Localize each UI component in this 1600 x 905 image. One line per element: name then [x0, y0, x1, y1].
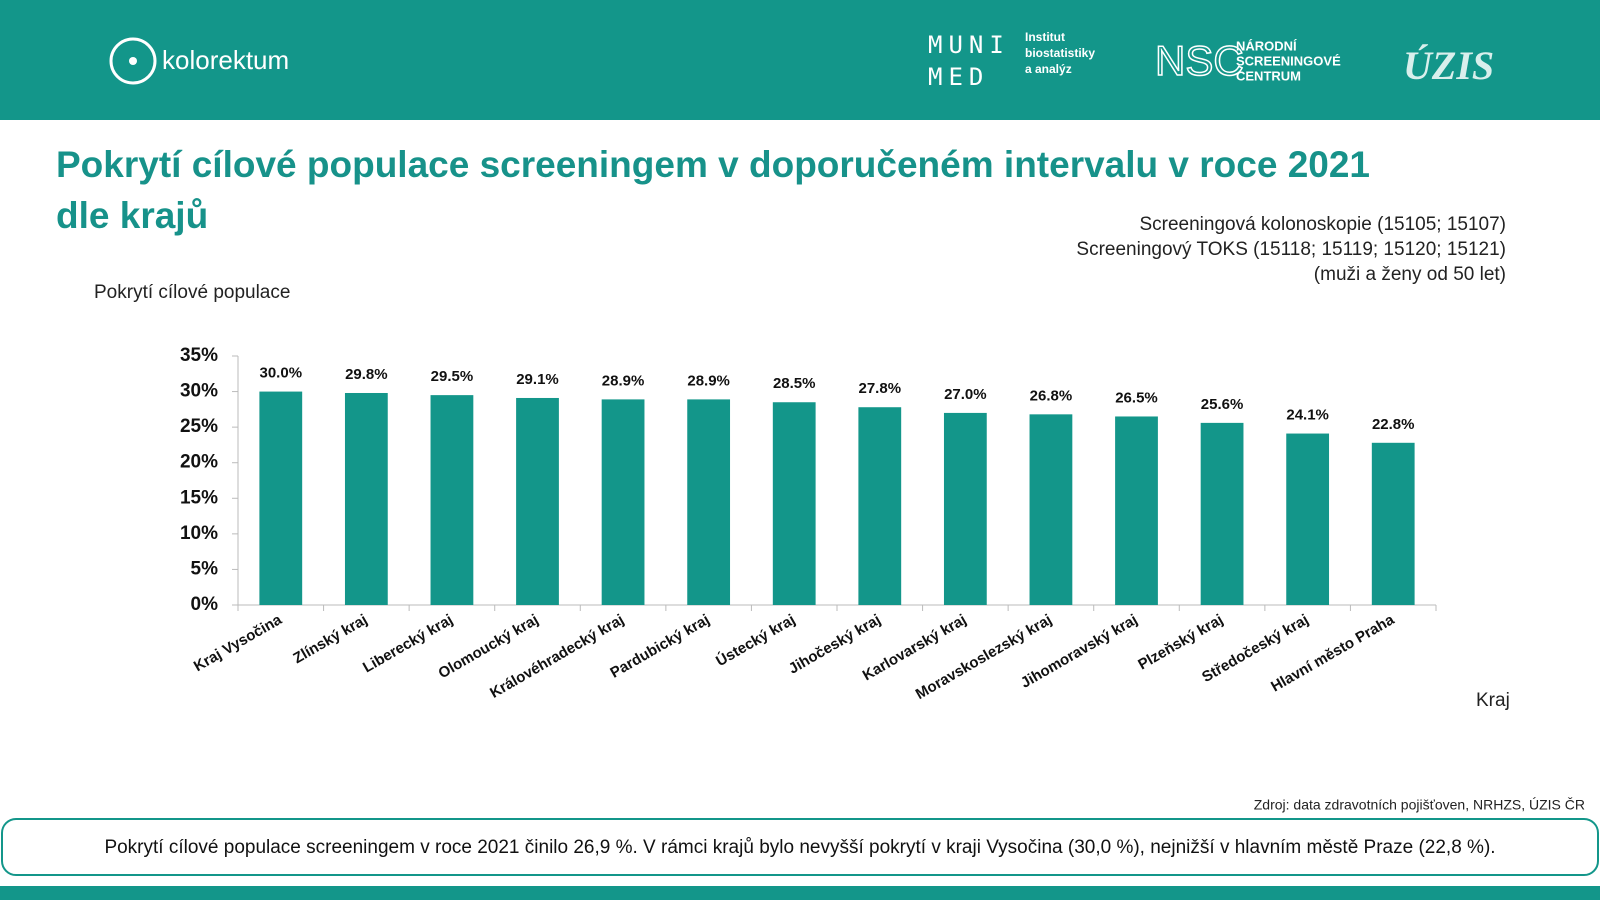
value-label: 28.5%	[773, 375, 816, 392]
value-label: 30.0%	[260, 365, 303, 382]
value-label: 26.5%	[1115, 389, 1158, 406]
note-box	[1, 818, 1599, 876]
source: Zdroj: data zdravotních pojišťoven, NRHZ…	[1254, 797, 1585, 813]
bar	[601, 399, 645, 605]
med-text: MED	[928, 63, 989, 91]
brand-logo	[109, 37, 157, 85]
value-label: 24.1%	[1286, 407, 1329, 424]
bar	[1200, 422, 1244, 605]
uzis-logo: ÚZIS	[1403, 43, 1494, 88]
muni-text: MUNI	[928, 31, 1010, 59]
brand-dot	[129, 57, 137, 65]
x-tick-label: Zlínský kraj	[290, 611, 370, 667]
y-tick-label: 25%	[180, 416, 218, 437]
value-label: 29.5%	[431, 368, 474, 385]
bar	[430, 395, 474, 605]
bar	[858, 407, 902, 605]
bar	[1371, 442, 1415, 605]
brand-name: kolorektum	[162, 45, 289, 75]
y-tick-label: 30%	[180, 381, 218, 402]
note: Pokrytí cílové populace screeningem v ro…	[104, 837, 1495, 858]
bar	[943, 412, 987, 605]
bar	[344, 392, 388, 605]
bar	[516, 397, 559, 605]
bar	[687, 399, 731, 605]
y-tick-label: 20%	[180, 452, 218, 473]
y-tick-label: 0%	[191, 594, 219, 615]
value-label: 27.8%	[859, 380, 902, 397]
value-label: 26.8%	[1030, 387, 1073, 404]
institute-line: Institut	[1025, 30, 1065, 44]
value-label: 27.0%	[944, 386, 987, 403]
institute-line: biostatistiky	[1025, 46, 1095, 60]
subtitle-line: Screeningový TOKS (15118; 15119; 15120; …	[1076, 239, 1506, 260]
bar	[259, 391, 303, 605]
nsc-line: SCREENINGOVÉ	[1236, 53, 1341, 68]
nsc-line: CENTRUM	[1236, 68, 1301, 83]
value-label: 28.9%	[687, 372, 730, 389]
y-tick-label: 5%	[191, 558, 219, 579]
value-label: 22.8%	[1372, 416, 1415, 433]
nsc-mark: NSC	[1155, 37, 1244, 84]
value-label: 29.8%	[345, 366, 388, 383]
x-tick-label: Ústecký kraj	[713, 610, 799, 670]
header-band	[0, 0, 1600, 120]
x-tick-label: Moravskoslezský kraj	[913, 611, 1055, 703]
bar	[1115, 416, 1158, 605]
value-label: 25.6%	[1201, 396, 1244, 413]
value-label: 28.9%	[602, 372, 645, 389]
x-axis-title: Kraj	[1476, 690, 1510, 711]
subtitle-line: Screeningová kolonoskopie (15105; 15107)	[1139, 214, 1506, 235]
x-tick-label: Kraj Vysočina	[191, 611, 286, 675]
bar	[772, 402, 816, 605]
subtitle-line: (muži a ženy od 50 let)	[1314, 264, 1506, 285]
y-tick-label: 15%	[180, 487, 218, 508]
value-label: 29.1%	[516, 371, 559, 388]
footer-band	[0, 886, 1600, 900]
bar	[1286, 433, 1330, 605]
title-line: Pokrytí cílové populace screeningem v do…	[56, 144, 1370, 185]
institute-line: a analýz	[1025, 62, 1072, 76]
nsc-line: NÁRODNÍ	[1236, 38, 1297, 53]
y-tick-label: 10%	[180, 523, 218, 544]
y-tick-label: 35%	[180, 345, 218, 366]
title-line: dle krajů	[56, 195, 208, 236]
bar	[1029, 414, 1073, 605]
y-axis-title: Pokrytí cílové populace	[94, 282, 290, 303]
